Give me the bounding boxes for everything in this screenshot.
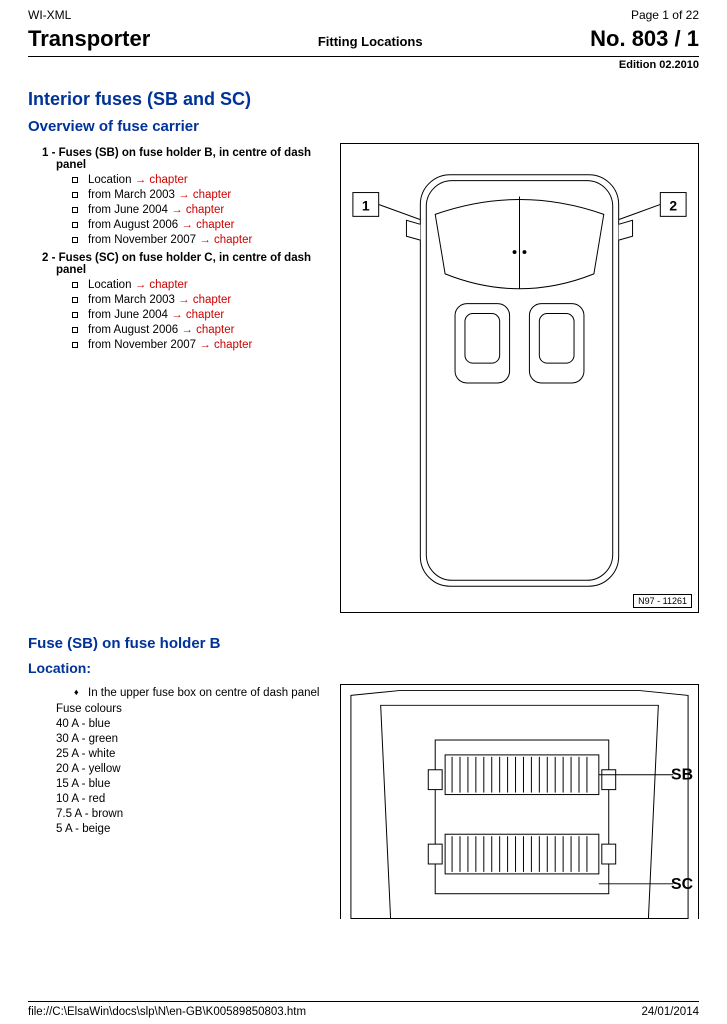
fuse-colour-row: 30 A - green bbox=[56, 733, 328, 745]
page-footer: file://C:\ElsaWin\docs\slp\N\en-GB\K0058… bbox=[28, 1001, 699, 1018]
fuse-colour-row: 7.5 A - brown bbox=[56, 808, 328, 820]
fusebox-diagram: SB SC bbox=[340, 684, 699, 919]
list-item: Location → chapter bbox=[72, 174, 328, 186]
chapter-link[interactable]: chapter bbox=[214, 234, 252, 246]
list-head-sb: 1 - Fuses (SB) on fuse holder B, in cent… bbox=[56, 147, 328, 171]
doc-number: No. 803 / 1 bbox=[590, 26, 699, 52]
fuse-colour-row: 20 A - yellow bbox=[56, 763, 328, 775]
section-title-fuse-sb: Fuse (SB) on fuse holder B bbox=[28, 635, 699, 652]
list-item: from November 2007 → chapter bbox=[72, 234, 328, 246]
list-item: from March 2003 → chapter bbox=[72, 294, 328, 306]
chapter-link[interactable]: chapter bbox=[214, 339, 252, 351]
list-item: In the upper fuse box on centre of dash … bbox=[74, 687, 328, 699]
list-item: from August 2006 → chapter bbox=[72, 219, 328, 231]
callout-sb: SB bbox=[671, 767, 693, 784]
vehicle-title: Transporter bbox=[28, 26, 150, 52]
list-item: Location → chapter bbox=[72, 279, 328, 291]
fuse-list-column: 1 - Fuses (SB) on fuse holder B, in cent… bbox=[28, 143, 328, 357]
location-column: In the upper fuse box on centre of dash … bbox=[28, 684, 328, 838]
section-title-interior-fuses: Interior fuses (SB and SC) bbox=[28, 89, 699, 110]
title-bar: Transporter Fitting Locations No. 803 / … bbox=[28, 26, 699, 57]
callout-sc: SC bbox=[671, 876, 694, 893]
doc-section: Fitting Locations bbox=[318, 34, 423, 49]
fuse-colour-row: 5 A - beige bbox=[56, 823, 328, 835]
subsection-location: Location: bbox=[28, 660, 699, 676]
callout-2: 2 bbox=[669, 197, 677, 213]
chapter-link[interactable]: chapter bbox=[149, 174, 187, 186]
chapter-link[interactable]: chapter bbox=[196, 219, 234, 231]
chapter-link[interactable]: chapter bbox=[193, 189, 231, 201]
list-item: from March 2003 → chapter bbox=[72, 189, 328, 201]
list-item: from August 2006 → chapter bbox=[72, 324, 328, 336]
chapter-link[interactable]: chapter bbox=[186, 204, 224, 216]
vehicle-top-diagram: 1 2 bbox=[340, 143, 699, 613]
diagram-id: N97 - 11261 bbox=[633, 594, 692, 608]
page-number: Page 1 of 22 bbox=[631, 8, 699, 22]
chapter-link[interactable]: chapter bbox=[196, 324, 234, 336]
location-bullets: In the upper fuse box on centre of dash … bbox=[74, 687, 328, 699]
list-item: from June 2004 → chapter bbox=[72, 309, 328, 321]
chapter-link[interactable]: chapter bbox=[149, 279, 187, 291]
doc-type: WI-XML bbox=[28, 8, 71, 22]
fuse-colours-title: Fuse colours bbox=[56, 703, 328, 715]
list-sb: Location → chapter from March 2003 → cha… bbox=[72, 174, 328, 246]
fuse-colour-row: 25 A - white bbox=[56, 748, 328, 760]
chapter-link[interactable]: chapter bbox=[193, 294, 231, 306]
chapter-link[interactable]: chapter bbox=[186, 309, 224, 321]
fuse-colour-row: 40 A - blue bbox=[56, 718, 328, 730]
fuse-colour-row: 15 A - blue bbox=[56, 778, 328, 790]
edition-label: Edition 02.2010 bbox=[28, 59, 699, 71]
list-item: from November 2007 → chapter bbox=[72, 339, 328, 351]
list-head-sc: 2 - Fuses (SC) on fuse holder C, in cent… bbox=[56, 252, 328, 276]
subsection-overview: Overview of fuse carrier bbox=[28, 118, 699, 135]
print-date: 24/01/2014 bbox=[641, 1006, 699, 1018]
fuse-colour-row: 10 A - red bbox=[56, 793, 328, 805]
callout-1: 1 bbox=[362, 197, 370, 213]
list-sc: Location → chapter from March 2003 → cha… bbox=[72, 279, 328, 351]
file-path: file://C:\ElsaWin\docs\slp\N\en-GB\K0058… bbox=[28, 1006, 306, 1018]
list-item: from June 2004 → chapter bbox=[72, 204, 328, 216]
